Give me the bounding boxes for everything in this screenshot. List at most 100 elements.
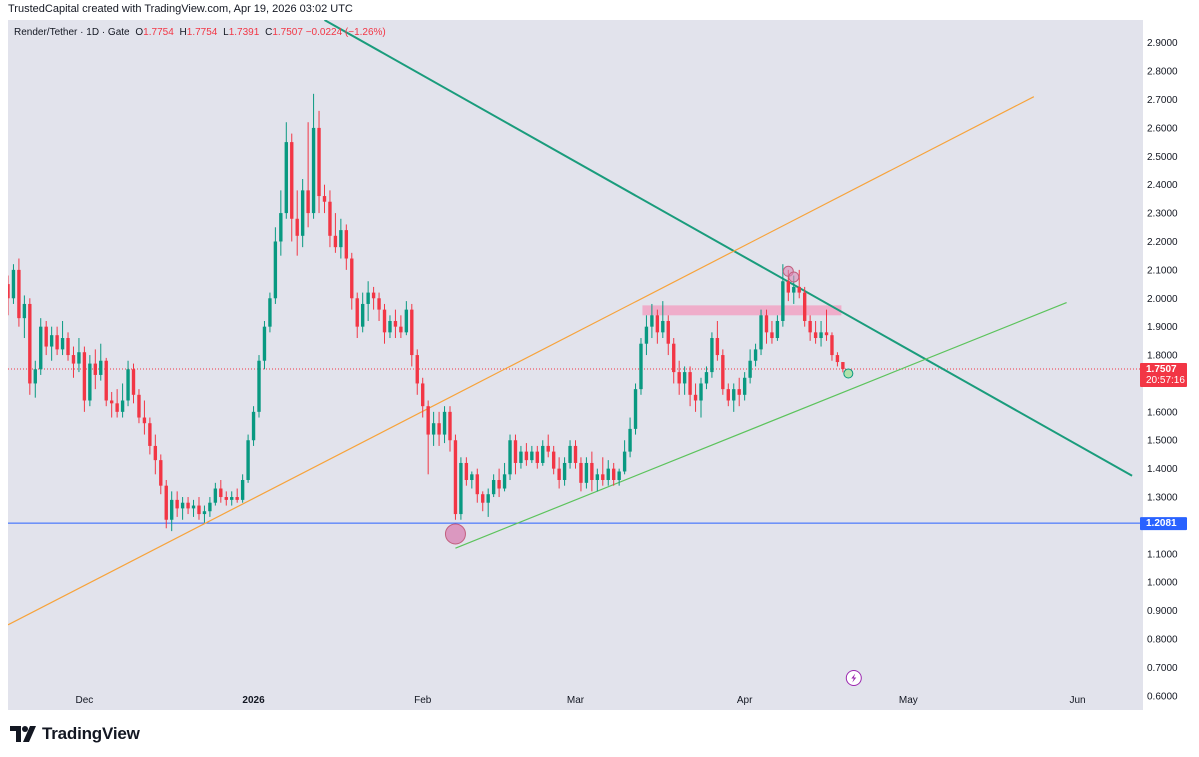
candle-body — [519, 451, 523, 463]
candle — [426, 400, 430, 475]
x-tick-label: Jun — [1069, 695, 1085, 706]
candle — [617, 468, 621, 486]
ohlc-legend: Render/Tether · 1D · Gate O1.7754 H1.775… — [14, 27, 386, 38]
candle-body — [824, 332, 829, 336]
candle-body — [808, 320, 812, 333]
candle — [524, 443, 529, 466]
legend-open-value: 1.7754 — [143, 27, 174, 38]
candle-body — [819, 332, 823, 339]
candle-body — [213, 488, 218, 503]
candle — [8, 275, 10, 316]
candle — [562, 457, 567, 486]
candle-body — [759, 315, 763, 350]
candle — [584, 457, 589, 489]
y-tick-label: 2.8000 — [1147, 67, 1178, 78]
candle-body — [475, 474, 479, 495]
candle-body — [328, 201, 332, 236]
candle-body — [792, 286, 796, 293]
candle — [388, 315, 392, 339]
candle-body — [93, 363, 97, 375]
tradingview-wordmark: TradingView — [42, 724, 140, 743]
candle-body — [770, 332, 774, 339]
candle-body — [268, 298, 272, 327]
y-tick-label: 1.1000 — [1147, 549, 1178, 560]
candle-body — [562, 462, 567, 480]
candle-body — [219, 488, 223, 498]
candle — [328, 190, 332, 248]
candle-body — [699, 383, 703, 401]
candle-body — [573, 445, 578, 463]
candle-body — [202, 511, 207, 515]
candle-body — [191, 505, 196, 509]
candle-body — [99, 360, 103, 375]
candle-body — [360, 303, 365, 327]
candle-body — [742, 377, 747, 395]
y-tick-label: 2.5000 — [1147, 152, 1178, 163]
candle — [164, 480, 168, 529]
candle — [257, 355, 261, 418]
candle — [628, 417, 632, 458]
tradingview-logo[interactable]: TradingView — [10, 724, 140, 744]
candle-body — [180, 502, 185, 509]
candle-body — [601, 474, 605, 480]
candle — [82, 346, 87, 412]
candle-body — [22, 303, 27, 319]
candle — [830, 332, 834, 361]
candle-body — [208, 502, 212, 512]
candle — [721, 349, 725, 395]
candle — [557, 457, 561, 489]
candle-body — [715, 338, 720, 356]
candle — [120, 383, 125, 418]
candle — [535, 445, 539, 469]
candle-body — [284, 142, 288, 214]
candle — [486, 488, 490, 517]
candle — [497, 468, 501, 498]
candle — [306, 122, 310, 228]
candle-body — [677, 372, 681, 384]
candle-body — [568, 445, 572, 463]
candle — [399, 315, 403, 339]
candle — [437, 411, 441, 446]
y-tick-label: 1.8000 — [1147, 351, 1178, 362]
resistance-zone — [642, 305, 842, 316]
candle-body — [633, 389, 638, 429]
candle — [448, 406, 452, 452]
candle-body — [535, 451, 539, 463]
candle-body — [524, 451, 529, 461]
candle-body — [530, 451, 534, 461]
candle — [350, 252, 354, 310]
legend-change: −0.0224 (−1.26%) — [305, 27, 386, 38]
candle-body — [262, 326, 267, 361]
candle-body — [44, 326, 48, 347]
candle — [502, 462, 507, 492]
candle — [39, 318, 43, 375]
candle-body — [371, 292, 376, 299]
y-tick-label: 2.7000 — [1147, 95, 1178, 106]
candle — [682, 366, 687, 395]
candle-body — [421, 383, 425, 407]
candle — [644, 315, 649, 356]
candle — [126, 360, 130, 407]
support-price-badge-bg — [1140, 517, 1187, 531]
candle — [568, 440, 572, 469]
candle-body — [399, 326, 403, 333]
candle-body — [710, 338, 714, 373]
candle — [355, 292, 359, 339]
candle-body — [28, 303, 32, 384]
candle-body — [551, 451, 556, 469]
legend-close-value: 1.7507 — [272, 27, 303, 38]
candle — [808, 315, 812, 341]
candle-body — [661, 320, 665, 333]
candle-body — [431, 423, 436, 435]
candle — [481, 491, 485, 512]
candle-body — [17, 269, 21, 319]
candle-body — [39, 326, 43, 370]
candle-body — [481, 494, 485, 503]
chart-plot-area[interactable] — [8, 20, 1143, 710]
candle — [88, 355, 92, 407]
candle — [693, 383, 698, 412]
candle — [159, 454, 163, 495]
candle — [622, 440, 627, 475]
candle — [202, 505, 207, 523]
